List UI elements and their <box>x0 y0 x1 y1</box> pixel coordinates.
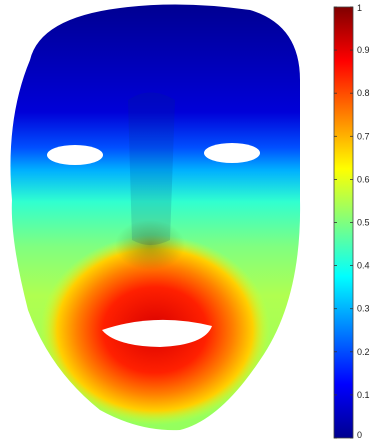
colorbar-tick-label: 0.6 <box>357 174 370 184</box>
mouth-opening <box>102 319 212 347</box>
face-surface <box>10 4 301 431</box>
colorbar-tick-label: 0.3 <box>357 304 370 314</box>
left-eye-hole <box>47 145 103 165</box>
colorbar-tick-label: 0.5 <box>357 218 370 228</box>
colorbar-tick-label: 1 <box>357 3 362 13</box>
colorbar-tick-label: 0.8 <box>357 88 370 98</box>
right-eye-hole <box>204 143 260 163</box>
colorbar-ticks: 0 0.1 0.2 0.3 0.4 0.5 0.6 0.7 0.8 0.9 1 <box>334 3 370 440</box>
colorbar-tick-label: 0 <box>357 430 362 440</box>
colorbar-tick-label: 0.1 <box>357 390 370 400</box>
colorbar-tick-label: 0.2 <box>357 347 370 357</box>
colorbar-tick-label: 0.9 <box>357 45 370 55</box>
colorbar-tick-label: 0.4 <box>357 261 370 271</box>
colorbar-tick-label: 0.7 <box>357 131 370 141</box>
